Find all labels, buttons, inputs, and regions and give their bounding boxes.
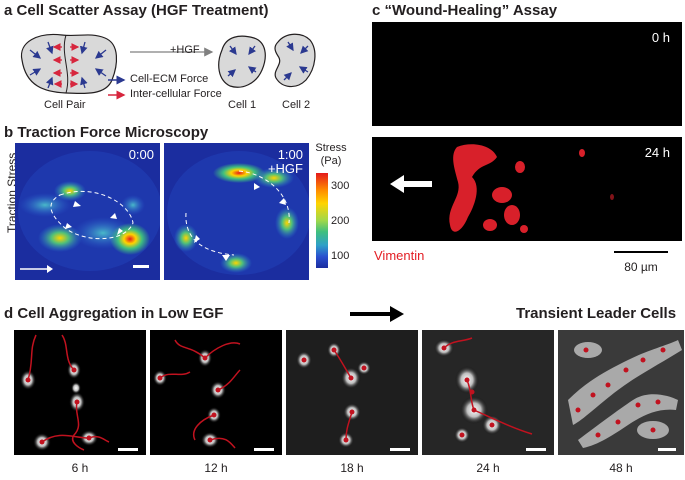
aggregation-image-6h [20,334,138,451]
panel-a-letter: a [4,2,13,19]
cell-2-shape [274,33,316,88]
panel-c-title-text: “Wound-Healing” Assay [384,2,558,19]
legend-ecm-label: Cell-ECM Force [130,73,209,85]
colorbar [316,173,328,268]
aggregation-image-12h [153,339,274,451]
colorbar-unit: (Pa) [320,155,342,167]
panel-b-letter: b [4,124,14,141]
cell-pair-shape [20,33,117,95]
aggregation-frame-24h [422,330,554,455]
panel-d-title: d Cell Aggregation in Low EGF [4,305,223,322]
colorbar-tick-100: 100 [331,250,350,262]
tfm-image-1: 1:00 +HGF [164,143,309,280]
aggregation-frame-18h [286,330,418,455]
tfm-treatment-1: +HGF [267,161,303,176]
colorbar-tick-200: 200 [331,215,350,227]
timepoint-label-18h: 18 h [340,461,364,475]
ecm-arrows-cell1 [227,45,257,78]
tfm-time-1: 1:00 [277,147,303,162]
cell-pair-label: Cell Pair [44,99,86,111]
cell-1-label: Cell 1 [228,99,257,111]
scale-bar [614,251,668,253]
panel-d-letter: d [4,305,14,322]
cell-1-shape [218,35,266,88]
legend-intercellular-label: Inter-cellular Force [130,88,222,100]
timepoint-label-6h: 6 h [71,461,89,475]
vimentin-label: Vimentin [374,248,424,263]
treatment-label: +HGF [170,44,200,56]
timepoint-label-12h: 12 h [204,461,228,475]
cell-scatter-diagram [20,33,316,100]
aggregation-image-24h [434,337,546,451]
colorbar-tick-300: 300 [331,180,350,192]
ecm-arrows-pair [29,41,107,89]
timepoint-label-48h: 48 h [609,461,633,475]
panel-b-title-text: Traction Force Microscopy [17,124,209,141]
tfm-image-0: 0:00 [15,143,160,280]
scale-bar-label: 80 µm [624,260,658,274]
aggregation-image-18h [296,342,410,451]
colorbar-title-block: Stress (Pa) [311,142,351,168]
aggregation-frame-12h [150,330,282,455]
migration-arrow-shaft [402,181,432,187]
panel-a-title-text: Cell Scatter Assay (HGF Treatment) [16,2,269,19]
panel-a-title: a Cell Scatter Assay (HGF Treatment) [4,2,269,19]
cell-2-label: Cell 2 [282,99,311,111]
vimentin-stain [449,144,614,233]
panel-c-title: c “Wound-Healing” Assay [372,2,557,19]
intercellular-arrows-pair [52,43,80,88]
tfm-heatmap-1 [164,143,309,280]
panel-c-letter: c [372,2,381,19]
wound-time-0h: 0 h [651,30,670,45]
timepoint-label-24h: 24 h [476,461,500,475]
panel-d-title-right: Transient Leader Cells [516,305,677,322]
vimentin-label-text: Vimentin [374,248,425,263]
wound-image-0h: 0 h [372,22,682,126]
wound-image-24h: 24 h [372,137,682,241]
colorbar-title: Stress [315,142,347,154]
time-arrow-icon [390,306,404,322]
tfm-heatmap-0 [15,143,160,280]
time-arrow-shaft [350,312,392,316]
tfm-time-0: 0:00 [128,147,154,162]
aggregation-image-48h [568,340,682,451]
aggregation-frame-6h [14,330,146,455]
wound-time-24h: 24 h [644,145,670,160]
panel-d-title-text: Cell Aggregation in Low EGF [17,305,224,322]
ecm-arrows-cell2 [283,41,309,81]
cell-junction [63,34,69,94]
migration-arrow-icon [390,175,404,193]
aggregation-frame-48h [558,330,684,455]
panel-b-title: b Traction Force Microscopy [4,124,208,141]
